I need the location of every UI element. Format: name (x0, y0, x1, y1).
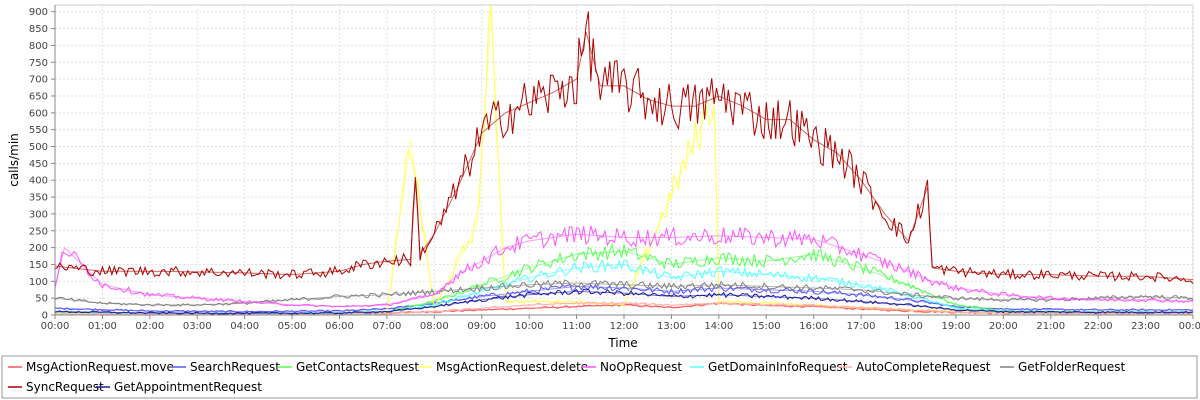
x-tick-label: 09:00 (467, 321, 496, 332)
x-tick-label: 20:00 (989, 321, 1018, 332)
x-tick-label: 19:00 (942, 321, 971, 332)
series-line (54, 11, 1194, 284)
y-tick-label: 600 (29, 108, 48, 119)
y-tick-label: 100 (29, 277, 48, 288)
legend-box (1, 355, 1198, 399)
series-anchor-line (54, 302, 1193, 315)
y-tick-label: 300 (29, 209, 48, 220)
y-tick-label: 900 (29, 7, 48, 18)
legend-item-label: GetDomainInfoRequest (708, 360, 848, 374)
x-tick-label: 02:00 (135, 321, 164, 332)
x-tick-label: 01:00 (88, 321, 117, 332)
y-tick-label: 400 (29, 176, 48, 187)
gridlines (54, 5, 1194, 316)
x-tick-label: 07:00 (373, 321, 402, 332)
y-axis-ticks: 0 50 100 150 200 250 300 350 400 450 500 550 600 650 7… (29, 7, 55, 322)
legend-item-label: GetFolderRequest (1018, 360, 1126, 374)
y-tick-label: 350 (29, 193, 48, 204)
y-tick-label: 700 (29, 75, 48, 86)
x-tick-label: 08:00 (420, 321, 449, 332)
y-tick-label: 250 (29, 226, 48, 237)
y-tick-label: 550 (29, 125, 48, 136)
y-axis-title: calls/min (7, 133, 21, 187)
x-tick-label: 03:00 (183, 321, 212, 332)
legend-item-label: AutoCompleteRequest (856, 360, 991, 374)
x-tick-label: 06:00 (325, 321, 354, 332)
legend: MsgActionRequest.move SearchRequest GetCon… (8, 360, 1126, 394)
y-tick-label: 200 (29, 243, 48, 254)
series-anchor-line (54, 31, 1194, 281)
legend-item-label: NoOpRequest (600, 360, 682, 374)
x-tick-label: 17:00 (847, 321, 876, 332)
y-tick-label: 150 (29, 260, 48, 271)
y-tick-label: 0 (42, 311, 48, 322)
y-tick-label: 450 (29, 159, 48, 170)
x-tick-label: 13:00 (657, 321, 686, 332)
series-anchor-line (54, 233, 1194, 308)
x-tick-label: 22:00 (1084, 321, 1113, 332)
plot-background (54, 4, 1194, 316)
x-tick-label: 16:00 (799, 321, 828, 332)
x-tick-label: 04:00 (230, 321, 259, 332)
x-tick-label: 15:00 (752, 321, 781, 332)
x-tick-label: 23:00 (1131, 321, 1160, 332)
x-tick-label: 12:00 (610, 321, 639, 332)
legend-item-label: GetContactsRequest (296, 360, 419, 374)
series-anchor-line (54, 290, 1193, 314)
y-tick-label: 50 (35, 294, 48, 305)
x-tick-label: 11:00 (562, 321, 591, 332)
x-tick-label: 18:00 (894, 321, 923, 332)
legend-item-label: MsgActionRequest.move (26, 360, 174, 374)
y-tick-label: 500 (29, 142, 48, 153)
x-tick-label: 21:00 (1036, 321, 1065, 332)
x-tick-label: 00:00 (1179, 321, 1200, 332)
x-tick-label: 05:00 (278, 321, 307, 332)
x-axis-title: Time (607, 336, 637, 350)
legend-item-label: GetAppointmentRequest (114, 380, 262, 394)
y-tick-label: 750 (29, 58, 48, 69)
legend-item-label: SearchRequest (190, 360, 280, 374)
legend-item-label: SyncRequest (26, 380, 104, 394)
y-tick-label: 800 (29, 41, 48, 52)
legend-item-label: MsgActionRequest.delete (436, 360, 588, 374)
x-tick-label: 10:00 (515, 321, 544, 332)
y-tick-label: 850 (29, 24, 48, 35)
x-tick-label: 00:00 (41, 321, 70, 332)
x-tick-label: 14:00 (704, 321, 733, 332)
series-line (54, 225, 1194, 308)
x-axis-ticks: 00:00 01:00 02:00 03:00 04:00 05:00 06:00 07:00… (41, 315, 1200, 332)
series-lines (54, 4, 1194, 316)
y-tick-label: 650 (29, 91, 48, 102)
